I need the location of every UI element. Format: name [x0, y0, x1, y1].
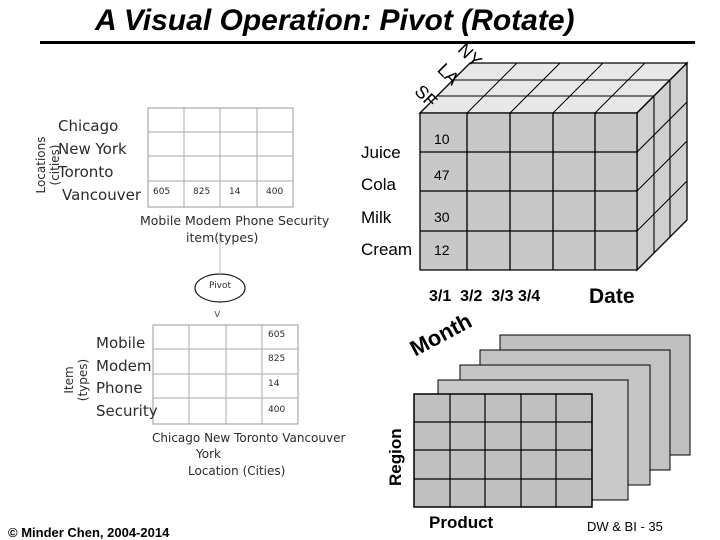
top-row-label: New York [58, 140, 127, 158]
bottom-cell-value: 14 [268, 379, 280, 389]
bottom-table-col-label-extra: York [196, 447, 221, 461]
bottom-row-label: Phone [96, 379, 143, 397]
top-col-label: Mobile [140, 213, 182, 228]
cube-cell-value: 10 [434, 131, 450, 147]
cube-cell-value: 30 [434, 209, 450, 225]
footer-slide-number: DW & BI - 35 [587, 519, 663, 534]
stack-product-label: Product [429, 513, 494, 532]
cube-date-axis-label: Date [589, 285, 635, 308]
cube-row-label: Cream [361, 240, 413, 259]
top-table-col-labels: Mobile Modem Phone Security [140, 213, 329, 228]
bottom-col-label: Chicago [152, 431, 201, 445]
top-col-label: Phone [235, 213, 274, 228]
cube-row-label: Juice [361, 143, 401, 162]
cube-side-grid [636, 80, 688, 253]
top-table-row-labels: Chicago New York Toronto Vancouver [58, 115, 141, 207]
footer-copyright: © Minder Chen, 2004-2014 [8, 525, 170, 540]
bottom-cell-value: 605 [268, 330, 286, 340]
pivot-arrow-icon: v [214, 307, 221, 320]
top-cell-value: 605 [153, 187, 171, 197]
pivot-label: Pivot [208, 281, 232, 291]
cube-row-label: Milk [361, 208, 392, 227]
top-row-label: Chicago [58, 117, 119, 135]
top-cell-value: 400 [266, 187, 284, 197]
top-table-grid [147, 107, 294, 208]
bottom-row-label: Security [96, 401, 158, 420]
bottom-table-row-labels: Mobile Modem Phone Security [96, 332, 158, 422]
top-col-label: Modem [185, 213, 232, 228]
bottom-col-label: Toronto [234, 431, 279, 445]
bottom-row-label: Mobile [96, 334, 146, 352]
bottom-col-label: Vancouver [282, 431, 346, 445]
bottom-cell-value: 400 [268, 405, 286, 415]
sheet-stack [413, 334, 691, 508]
cube-row-label: Cola [361, 175, 396, 194]
top-row-label: Vancouver [62, 186, 141, 204]
title-underline [40, 41, 695, 44]
bottom-cell-value: 825 [268, 354, 286, 364]
top-row-label: Toronto [58, 163, 114, 181]
bottom-table-yaxis-label: Item (types) [62, 358, 90, 402]
bottom-table-xaxis-label: Location (Cities) [188, 464, 286, 478]
top-cell-value: 14 [229, 187, 241, 197]
top-col-label: Security [277, 213, 330, 228]
slide-title: A Visual Operation: Pivot (Rotate) [95, 4, 575, 37]
stack-region-label: Region [386, 428, 405, 486]
bottom-table-grid [152, 324, 299, 425]
cube-top-grid [437, 62, 670, 114]
cube-date-ticks: 3/1 3/2 3/3 3/4 [429, 288, 541, 305]
front-sheet-grid [414, 394, 592, 507]
bottom-col-label: New [204, 431, 231, 445]
cube-cell-value: 47 [434, 167, 450, 183]
cube-cell-value: 12 [434, 242, 450, 258]
top-table-xaxis-label: item(types) [186, 230, 259, 245]
cube-front-grid [420, 113, 637, 270]
top-cell-value: 825 [193, 187, 211, 197]
bottom-table-col-labels: Chicago New Toronto Vancouver [152, 431, 345, 445]
bottom-row-label: Modem [96, 356, 152, 375]
